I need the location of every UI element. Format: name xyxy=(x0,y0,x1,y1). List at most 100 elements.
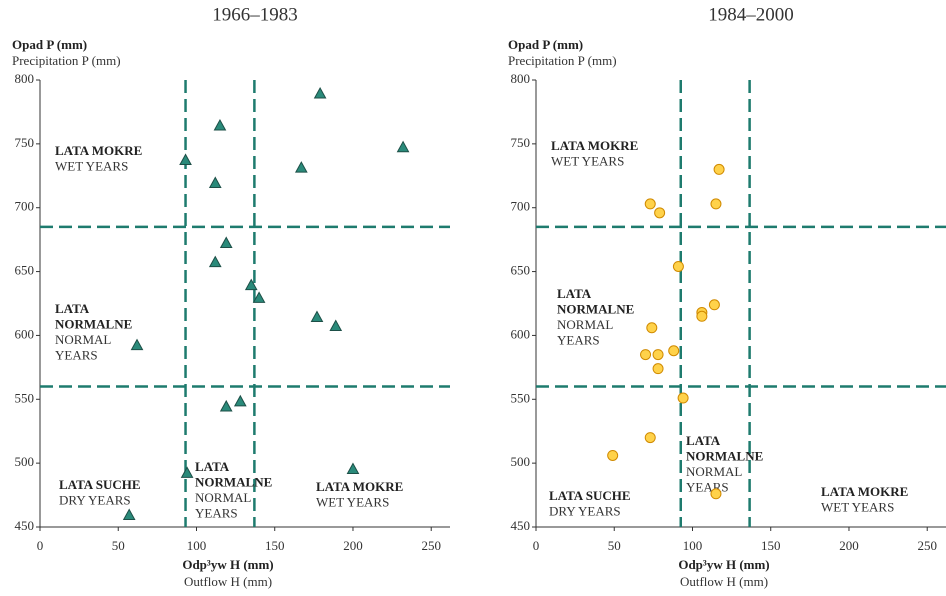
x-tick-label: 150 xyxy=(761,538,781,553)
region-label: NORMAL xyxy=(686,464,742,479)
y-tick-label: 550 xyxy=(15,390,35,405)
region-label: LATA MOKRE xyxy=(316,479,403,494)
y-tick-label: 550 xyxy=(511,390,531,405)
x-tick-label: 150 xyxy=(265,538,285,553)
point xyxy=(713,163,725,175)
region-label: LATA MOKRE xyxy=(551,138,638,153)
point xyxy=(208,255,222,268)
point xyxy=(310,310,324,323)
region-label: LATA SUCHE xyxy=(59,477,141,492)
point xyxy=(294,161,308,173)
x-tick-label: 200 xyxy=(343,538,363,553)
y-tick-label: 800 xyxy=(15,71,35,86)
y-tick-label: 600 xyxy=(511,326,531,341)
region-label: NORMALNE xyxy=(686,448,763,463)
point xyxy=(708,299,720,311)
point xyxy=(233,394,247,407)
y-tick-label: 500 xyxy=(15,454,35,469)
point xyxy=(654,207,666,219)
point xyxy=(677,392,689,404)
x-tick-label: 50 xyxy=(608,538,621,553)
point xyxy=(208,176,222,188)
region-label: NORMALNE xyxy=(557,301,634,316)
point xyxy=(646,322,658,334)
point xyxy=(219,236,233,248)
region-label: WET YEARS xyxy=(551,153,624,168)
region-label: DRY YEARS xyxy=(549,503,621,518)
x-tick-label: 100 xyxy=(683,538,703,553)
region-label: NORMALNE xyxy=(55,316,132,331)
point xyxy=(130,338,144,351)
x-axis-subtitle: Outflow H (mm) xyxy=(184,574,272,589)
point xyxy=(122,508,136,521)
region-label: LATA xyxy=(55,301,90,316)
point xyxy=(672,260,684,272)
region-label: LATA MOKRE xyxy=(55,143,142,158)
y-tick-label: 750 xyxy=(511,135,531,150)
x-tick-label: 50 xyxy=(112,538,125,553)
y-axis-subtitle: Precipitation P (mm) xyxy=(508,53,617,68)
y-tick-label: 800 xyxy=(511,71,531,86)
point xyxy=(652,363,664,375)
point xyxy=(396,140,410,153)
chart-title: 1984–2000 xyxy=(708,4,794,25)
y-axis-subtitle: Precipitation P (mm) xyxy=(12,53,121,68)
x-tick-label: 0 xyxy=(533,538,540,553)
region-label: NORMAL xyxy=(55,332,111,347)
region-label: LATA xyxy=(557,286,592,301)
region-label: YEARS xyxy=(686,479,729,494)
x-tick-label: 0 xyxy=(37,538,44,553)
point xyxy=(179,153,192,165)
x-tick-label: 250 xyxy=(421,538,441,553)
region-label: DRY YEARS xyxy=(59,492,131,507)
point xyxy=(696,310,708,322)
y-tick-label: 700 xyxy=(15,199,35,214)
point xyxy=(252,291,266,303)
y-tick-label: 450 xyxy=(511,518,531,533)
x-axis-title: Odp³yw H (mm) xyxy=(182,557,273,572)
region-label: WET YEARS xyxy=(316,494,389,509)
region-label: NORMAL xyxy=(557,317,613,332)
point xyxy=(668,345,680,357)
point xyxy=(640,349,652,361)
region-label: LATA MOKRE xyxy=(821,484,908,499)
x-tick-label: 250 xyxy=(917,538,937,553)
point xyxy=(213,118,227,131)
region-label: WET YEARS xyxy=(55,158,128,173)
region-label: LATA xyxy=(686,433,721,448)
region-label: LATA SUCHE xyxy=(549,488,631,503)
chart-title: 1966–1983 xyxy=(212,4,298,25)
y-tick-label: 650 xyxy=(511,263,531,278)
region-label: YEARS xyxy=(55,347,98,362)
point xyxy=(180,466,194,478)
region-label: NORMALNE xyxy=(195,474,272,489)
x-axis-title: Odp³yw H (mm) xyxy=(678,557,769,572)
region-label: NORMAL xyxy=(195,490,251,505)
region-label: WET YEARS xyxy=(821,499,894,514)
point xyxy=(652,349,664,361)
x-tick-label: 200 xyxy=(839,538,859,553)
region-label: LATA xyxy=(195,459,230,474)
x-axis-subtitle: Outflow H (mm) xyxy=(680,574,768,589)
point xyxy=(346,462,360,475)
y-tick-label: 500 xyxy=(511,454,531,469)
y-tick-label: 650 xyxy=(15,263,35,278)
point xyxy=(710,488,722,500)
y-tick-label: 700 xyxy=(511,199,531,214)
y-axis-title: Opad P (mm) xyxy=(12,37,87,52)
point xyxy=(607,449,619,461)
point xyxy=(244,278,258,291)
region-label: YEARS xyxy=(557,332,600,347)
point xyxy=(219,399,233,412)
y-axis-title: Opad P (mm) xyxy=(508,37,583,52)
point xyxy=(644,432,656,444)
region-label: YEARS xyxy=(195,505,238,520)
x-tick-label: 100 xyxy=(187,538,207,553)
y-tick-label: 600 xyxy=(15,326,35,341)
point xyxy=(644,198,656,210)
point xyxy=(329,319,343,331)
y-tick-label: 750 xyxy=(15,135,35,150)
point xyxy=(710,198,722,210)
y-tick-label: 450 xyxy=(15,518,35,533)
